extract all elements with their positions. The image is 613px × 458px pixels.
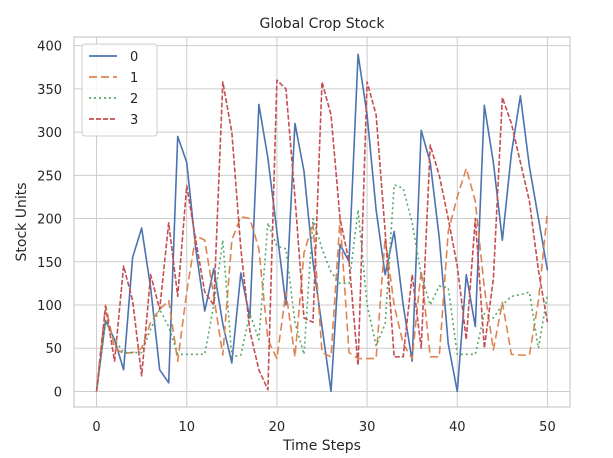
x-tick-labels: 0 10 20 30 40 50 bbox=[92, 420, 555, 435]
y-tick-label: 300 bbox=[37, 126, 62, 141]
y-tick-label: 350 bbox=[37, 83, 62, 98]
x-tick-label: 0 bbox=[92, 420, 100, 435]
y-tick-label: 400 bbox=[37, 40, 62, 55]
series-lines bbox=[95, 53, 549, 393]
x-tick-label: 30 bbox=[359, 420, 376, 435]
legend-label-2: 2 bbox=[130, 92, 138, 107]
series-0-line bbox=[95, 53, 549, 393]
y-tick-label: 50 bbox=[45, 342, 62, 357]
y-tick-labels: 0 50 100 150 200 250 300 350 400 bbox=[37, 40, 62, 401]
x-tick-label: 10 bbox=[178, 420, 195, 435]
x-tick-label: 20 bbox=[269, 420, 286, 435]
y-tick-label: 150 bbox=[37, 256, 62, 271]
legend-box bbox=[81, 43, 158, 137]
y-axis-title: Stock Units bbox=[14, 183, 30, 262]
x-axis-title: Time Steps bbox=[282, 438, 361, 454]
series-3-line bbox=[95, 79, 549, 392]
series-1-line bbox=[95, 167, 549, 392]
legend: 0 1 2 3 bbox=[81, 43, 158, 137]
y-tick-label: 250 bbox=[37, 169, 62, 184]
y-tick-label: 100 bbox=[37, 299, 62, 314]
legend-label-3: 3 bbox=[130, 113, 138, 128]
plot-frame bbox=[73, 36, 571, 408]
y-tick-label: 200 bbox=[37, 213, 62, 228]
x-tick-label: 50 bbox=[539, 420, 556, 435]
legend-label-1: 1 bbox=[130, 71, 138, 86]
series-2-line bbox=[95, 184, 549, 392]
legend-label-0: 0 bbox=[130, 50, 138, 65]
y-tick-label: 0 bbox=[54, 385, 62, 400]
x-tick-label: 40 bbox=[449, 420, 466, 435]
chart-title: Global Crop Stock bbox=[260, 16, 386, 32]
